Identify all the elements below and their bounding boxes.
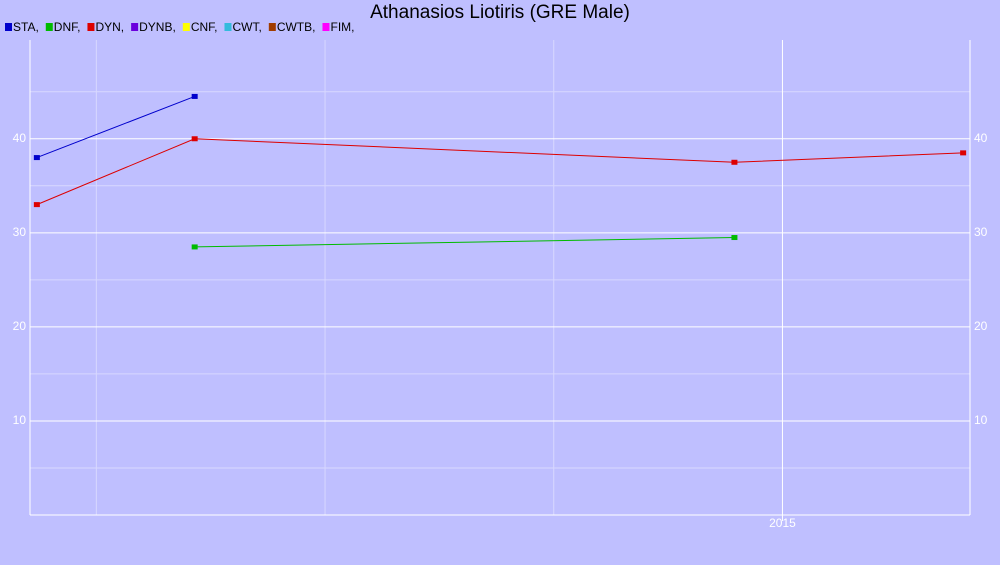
legend-swatch bbox=[5, 23, 12, 31]
point bbox=[191, 93, 198, 99]
series-line bbox=[36, 138, 964, 206]
point bbox=[191, 244, 198, 250]
point bbox=[33, 155, 40, 161]
chart-title: Athanasios Liotiris (GRE Male) bbox=[370, 2, 630, 23]
legend-swatch bbox=[45, 23, 53, 31]
y-tick-label-right: 40 bbox=[974, 131, 988, 145]
legend-swatch bbox=[182, 23, 190, 31]
legend-label: DYNB, bbox=[139, 20, 176, 34]
x-tick-label: 2015 bbox=[769, 516, 796, 530]
y-tick-label-right: 10 bbox=[974, 413, 988, 427]
y-tick-label-right: 20 bbox=[974, 319, 988, 333]
legend-label: STA, bbox=[13, 20, 39, 34]
legend-swatch bbox=[131, 23, 139, 31]
y-tick-label: 40 bbox=[13, 131, 27, 145]
series-line bbox=[194, 237, 735, 248]
point bbox=[33, 202, 40, 208]
point bbox=[731, 159, 738, 165]
series-line bbox=[36, 95, 195, 159]
legend-label: DYN, bbox=[95, 20, 124, 34]
legend-label: DNF, bbox=[54, 20, 81, 34]
legend-swatch bbox=[224, 23, 232, 31]
legend-swatch bbox=[268, 23, 276, 31]
point bbox=[191, 136, 198, 142]
y-tick-label: 20 bbox=[13, 319, 27, 333]
legend-label: CWTB, bbox=[277, 20, 316, 34]
legend-swatch bbox=[87, 23, 95, 31]
y-tick-label: 10 bbox=[13, 413, 27, 427]
legend-label: CWT, bbox=[232, 20, 261, 34]
legend-label: FIM, bbox=[330, 20, 354, 34]
y-tick-label: 30 bbox=[13, 225, 27, 239]
point bbox=[960, 150, 967, 156]
y-tick-label-right: 30 bbox=[974, 225, 988, 239]
point bbox=[731, 235, 738, 241]
legend-swatch bbox=[322, 23, 330, 31]
legend-label: CNF, bbox=[191, 20, 218, 34]
